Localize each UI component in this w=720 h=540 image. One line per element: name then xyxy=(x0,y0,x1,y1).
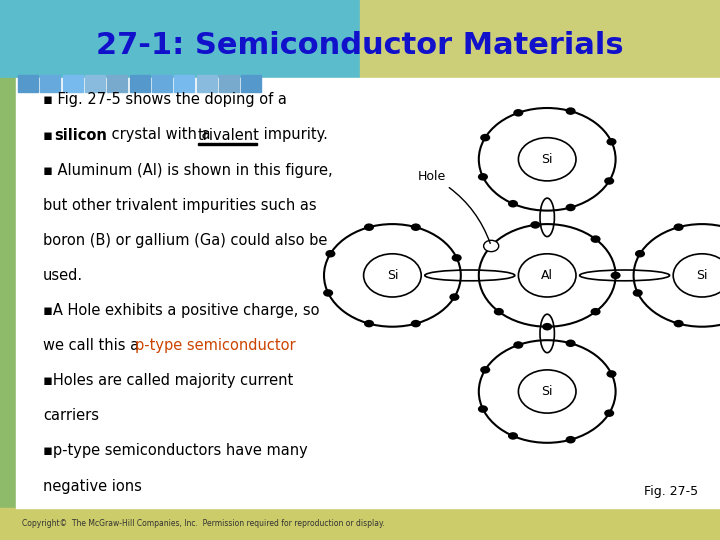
Circle shape xyxy=(674,224,684,231)
Bar xyxy=(360,0,720,78)
Circle shape xyxy=(410,320,420,327)
Text: impurity.: impurity. xyxy=(259,127,328,143)
Text: negative ions: negative ions xyxy=(43,478,142,494)
Circle shape xyxy=(478,173,488,180)
Bar xyxy=(16,78,720,508)
Circle shape xyxy=(480,134,490,141)
Bar xyxy=(0,508,720,540)
Text: ▪ Fig. 27-5 shows the doping of a: ▪ Fig. 27-5 shows the doping of a xyxy=(43,92,287,107)
Text: Hole: Hole xyxy=(418,170,490,244)
Text: but other trivalent impurities such as: but other trivalent impurities such as xyxy=(43,198,317,213)
Text: ▪p-type semiconductors have many: ▪p-type semiconductors have many xyxy=(43,443,308,458)
Text: ▪A Hole exhibits a positive charge, so: ▪A Hole exhibits a positive charge, so xyxy=(43,303,320,318)
Circle shape xyxy=(674,320,684,327)
Circle shape xyxy=(565,436,575,443)
Text: ▪ Aluminum (Al) is shown in this figure,: ▪ Aluminum (Al) is shown in this figure, xyxy=(43,163,333,178)
Circle shape xyxy=(508,432,518,440)
Bar xyxy=(152,75,172,92)
Bar xyxy=(0,78,16,508)
Text: Si: Si xyxy=(696,269,708,282)
Text: Si: Si xyxy=(541,385,553,398)
Circle shape xyxy=(611,272,621,279)
Text: Al: Al xyxy=(541,269,553,282)
Bar xyxy=(40,75,60,92)
Text: Fig. 27-5: Fig. 27-5 xyxy=(644,485,698,498)
Text: Si: Si xyxy=(387,269,398,282)
Circle shape xyxy=(325,250,336,258)
Circle shape xyxy=(604,177,614,185)
Bar xyxy=(85,75,105,92)
Bar xyxy=(63,75,83,92)
Circle shape xyxy=(635,250,645,258)
Circle shape xyxy=(606,138,616,146)
Circle shape xyxy=(484,240,499,252)
Bar xyxy=(219,75,239,92)
Circle shape xyxy=(513,341,523,349)
Text: silicon: silicon xyxy=(55,127,107,143)
Circle shape xyxy=(542,323,552,330)
Text: ▪Holes are called majority current: ▪Holes are called majority current xyxy=(43,373,294,388)
Text: used.: used. xyxy=(43,268,84,283)
Text: carriers: carriers xyxy=(43,408,99,423)
Text: p-type semiconductor: p-type semiconductor xyxy=(135,338,296,353)
Circle shape xyxy=(480,366,490,374)
Circle shape xyxy=(449,293,459,301)
Circle shape xyxy=(590,308,600,315)
Circle shape xyxy=(323,289,333,296)
Bar xyxy=(130,75,150,92)
Text: trivalent: trivalent xyxy=(198,127,260,143)
Circle shape xyxy=(494,308,504,315)
Circle shape xyxy=(565,107,575,115)
Text: we call this a: we call this a xyxy=(43,338,144,353)
Circle shape xyxy=(606,370,616,378)
Circle shape xyxy=(364,320,374,327)
Bar xyxy=(0,0,360,78)
Circle shape xyxy=(451,254,462,262)
Bar xyxy=(198,143,257,145)
Circle shape xyxy=(531,221,541,228)
Text: crystal with a: crystal with a xyxy=(107,127,215,143)
Circle shape xyxy=(590,235,600,243)
Text: ▪: ▪ xyxy=(43,127,58,143)
Circle shape xyxy=(508,200,518,207)
Bar xyxy=(174,75,194,92)
Text: boron (B) or gallium (Ga) could also be: boron (B) or gallium (Ga) could also be xyxy=(43,233,328,248)
Circle shape xyxy=(604,409,614,417)
Text: Copyright©  The McGraw-Hill Companies, Inc.  Permission required for reproductio: Copyright© The McGraw-Hill Companies, In… xyxy=(22,519,384,528)
Text: Si: Si xyxy=(541,153,553,166)
Circle shape xyxy=(364,224,374,231)
Bar xyxy=(241,75,261,92)
Bar xyxy=(18,75,38,92)
Circle shape xyxy=(513,109,523,117)
Circle shape xyxy=(633,289,643,296)
Bar xyxy=(107,75,127,92)
Circle shape xyxy=(478,405,488,413)
Text: 27-1: Semiconductor Materials: 27-1: Semiconductor Materials xyxy=(96,31,624,60)
Circle shape xyxy=(565,204,575,211)
Circle shape xyxy=(410,224,420,231)
Circle shape xyxy=(565,340,575,347)
Bar xyxy=(197,75,217,92)
